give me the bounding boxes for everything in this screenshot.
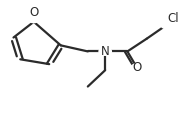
Text: O: O bbox=[132, 61, 142, 74]
Circle shape bbox=[99, 48, 111, 55]
Circle shape bbox=[28, 15, 40, 23]
Text: O: O bbox=[29, 6, 38, 19]
Circle shape bbox=[161, 21, 173, 29]
Text: Cl: Cl bbox=[167, 12, 179, 25]
Text: N: N bbox=[101, 45, 110, 58]
Circle shape bbox=[131, 64, 143, 72]
